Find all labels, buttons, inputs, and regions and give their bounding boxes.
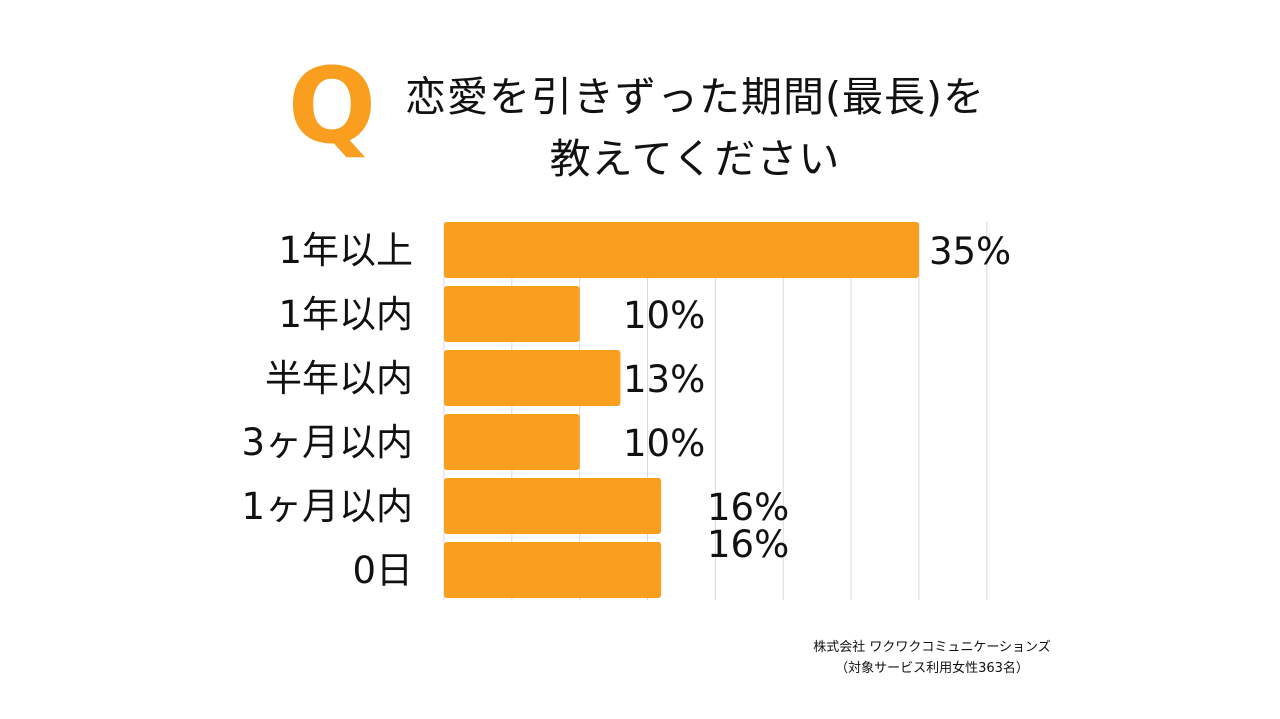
value-label: 10% xyxy=(623,422,705,465)
q-letter: Q xyxy=(288,58,376,164)
category-label: 1年以上 xyxy=(278,229,413,272)
value-label: 16% xyxy=(707,523,789,566)
value-label: 16% xyxy=(707,486,789,529)
bars xyxy=(444,222,919,598)
chart-title: 恋愛を引きずった期間(最長)を 教えてください xyxy=(390,66,1000,190)
bar xyxy=(444,286,580,342)
category-label: 1年以内 xyxy=(278,293,413,336)
value-labels: 35%10%13%10%16%16% xyxy=(623,230,1011,566)
bar xyxy=(444,478,662,534)
source-company: 株式会社 ワクワクコミュニケーションズ xyxy=(813,640,1051,655)
category-label: 0日 xyxy=(352,549,413,592)
category-label: 1ヶ月以内 xyxy=(241,485,413,528)
title-line-1: 恋愛を引きずった期間(最長)を xyxy=(405,73,985,121)
title-line-2: 教えてください xyxy=(549,135,841,183)
bar xyxy=(444,350,621,406)
category-label: 3ヶ月以内 xyxy=(241,421,413,464)
value-label: 13% xyxy=(623,358,705,401)
source-note: 株式会社 ワクワクコミュニケーションズ （対象サービス利用女性363名） xyxy=(800,637,1064,679)
category-label: 半年以内 xyxy=(265,357,413,400)
bar xyxy=(444,414,580,470)
grid-lines xyxy=(443,222,988,600)
q-logo: Q xyxy=(288,58,376,164)
bar xyxy=(444,542,662,598)
value-label: 10% xyxy=(623,294,705,337)
source-sample: （対象サービス利用女性363名） xyxy=(835,661,1029,676)
bar xyxy=(444,222,919,278)
value-label: 35% xyxy=(929,230,1011,273)
